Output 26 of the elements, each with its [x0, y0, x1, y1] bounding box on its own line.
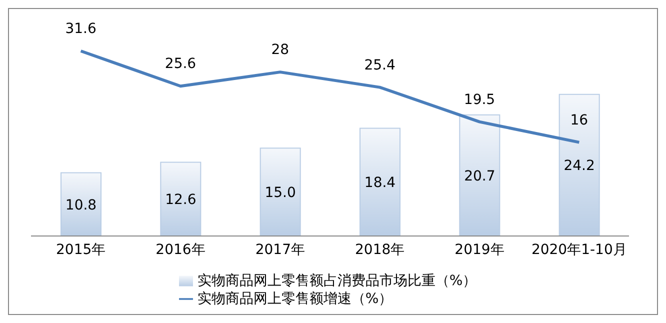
data-label: 25.6 — [164, 56, 196, 72]
data-label: 24.2 — [564, 158, 595, 174]
bar — [558, 94, 600, 236]
data-label: 18.4 — [364, 175, 396, 192]
x-tick-label: 2015年 — [56, 242, 106, 258]
bar — [260, 148, 301, 236]
data-label: 16 — [570, 112, 588, 128]
x-tick-label: 2016年 — [156, 242, 206, 258]
x-tick-label: 2020年1-10月 — [531, 242, 627, 258]
data-label: 31.6 — [65, 21, 97, 37]
bar — [160, 162, 202, 236]
data-label: 10.8 — [65, 197, 97, 214]
data-label: 12.6 — [165, 192, 196, 208]
data-label: 19.5 — [464, 92, 496, 108]
legend-label: 实物商品网上零售额增速（%） — [197, 291, 393, 307]
data-label: 25.4 — [364, 57, 396, 74]
x-tick-label: 2017年 — [255, 242, 305, 258]
legend-label: 实物商品网上零售额占消费品市场比重（%） — [197, 273, 477, 289]
bar — [360, 128, 400, 236]
x-tick-label: 2018年 — [355, 242, 405, 258]
data-label: 20.7 — [464, 168, 496, 184]
x-tick-label: 2019年 — [454, 242, 504, 258]
bar — [60, 172, 102, 236]
data-label: 15.0 — [264, 185, 296, 202]
data-label: 28 — [271, 42, 290, 58]
bar — [459, 114, 500, 236]
